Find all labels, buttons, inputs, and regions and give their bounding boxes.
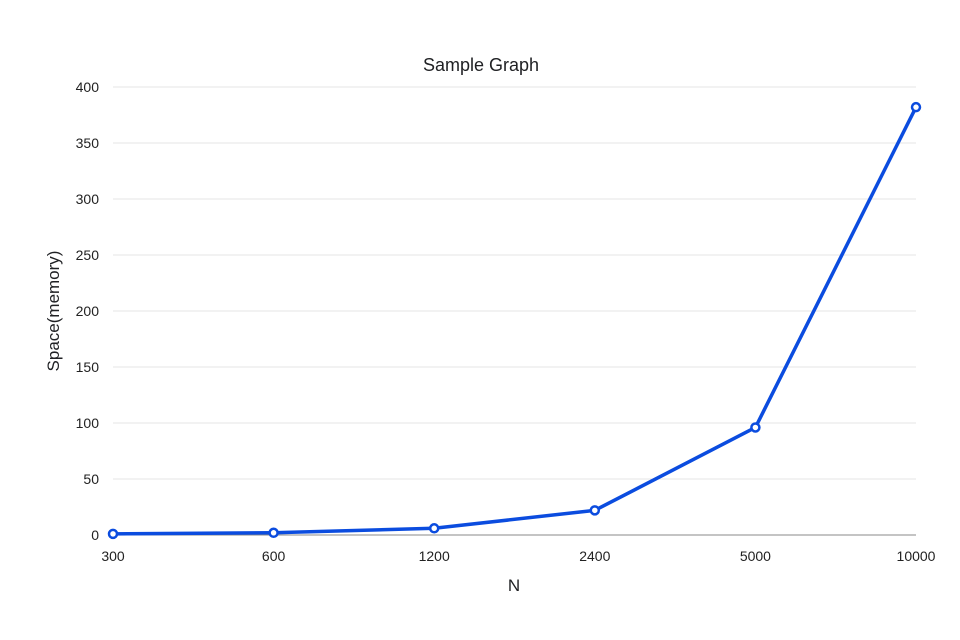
series-line — [111, 105, 918, 536]
x-tick-label: 10000 — [897, 548, 936, 564]
y-axis-ticks: 0 50 100 150 200 250 300 350 400 — [76, 79, 100, 543]
data-point — [107, 528, 119, 540]
data-point — [268, 527, 279, 539]
y-tick-label: 350 — [76, 135, 100, 151]
y-tick-label: 400 — [76, 79, 100, 95]
x-tick-label: 600 — [262, 548, 286, 564]
y-tick-label: 150 — [76, 359, 100, 375]
y-tick-label: 250 — [76, 247, 100, 263]
x-tick-label: 1200 — [419, 548, 450, 564]
x-tick-label: 5000 — [740, 548, 771, 564]
y-tick-label: 100 — [76, 415, 100, 431]
x-axis-ticks: 300 600 1200 2400 5000 10000 — [101, 548, 935, 564]
y-tick-label: 0 — [91, 527, 99, 543]
data-point — [428, 523, 440, 534]
data-point — [589, 505, 601, 516]
y-axis-label: Space(memory) — [44, 251, 63, 372]
data-point — [750, 422, 761, 433]
y-tick-label: 50 — [83, 471, 99, 487]
series-layer — [107, 101, 922, 540]
data-point — [910, 101, 922, 113]
x-tick-label: 2400 — [579, 548, 610, 564]
x-tick-label: 300 — [101, 548, 125, 564]
x-axis-label: N — [508, 576, 520, 595]
y-tick-label: 300 — [76, 191, 100, 207]
chart-title: Sample Graph — [423, 55, 539, 75]
y-tick-label: 200 — [76, 303, 100, 319]
gridlines — [113, 86, 916, 480]
